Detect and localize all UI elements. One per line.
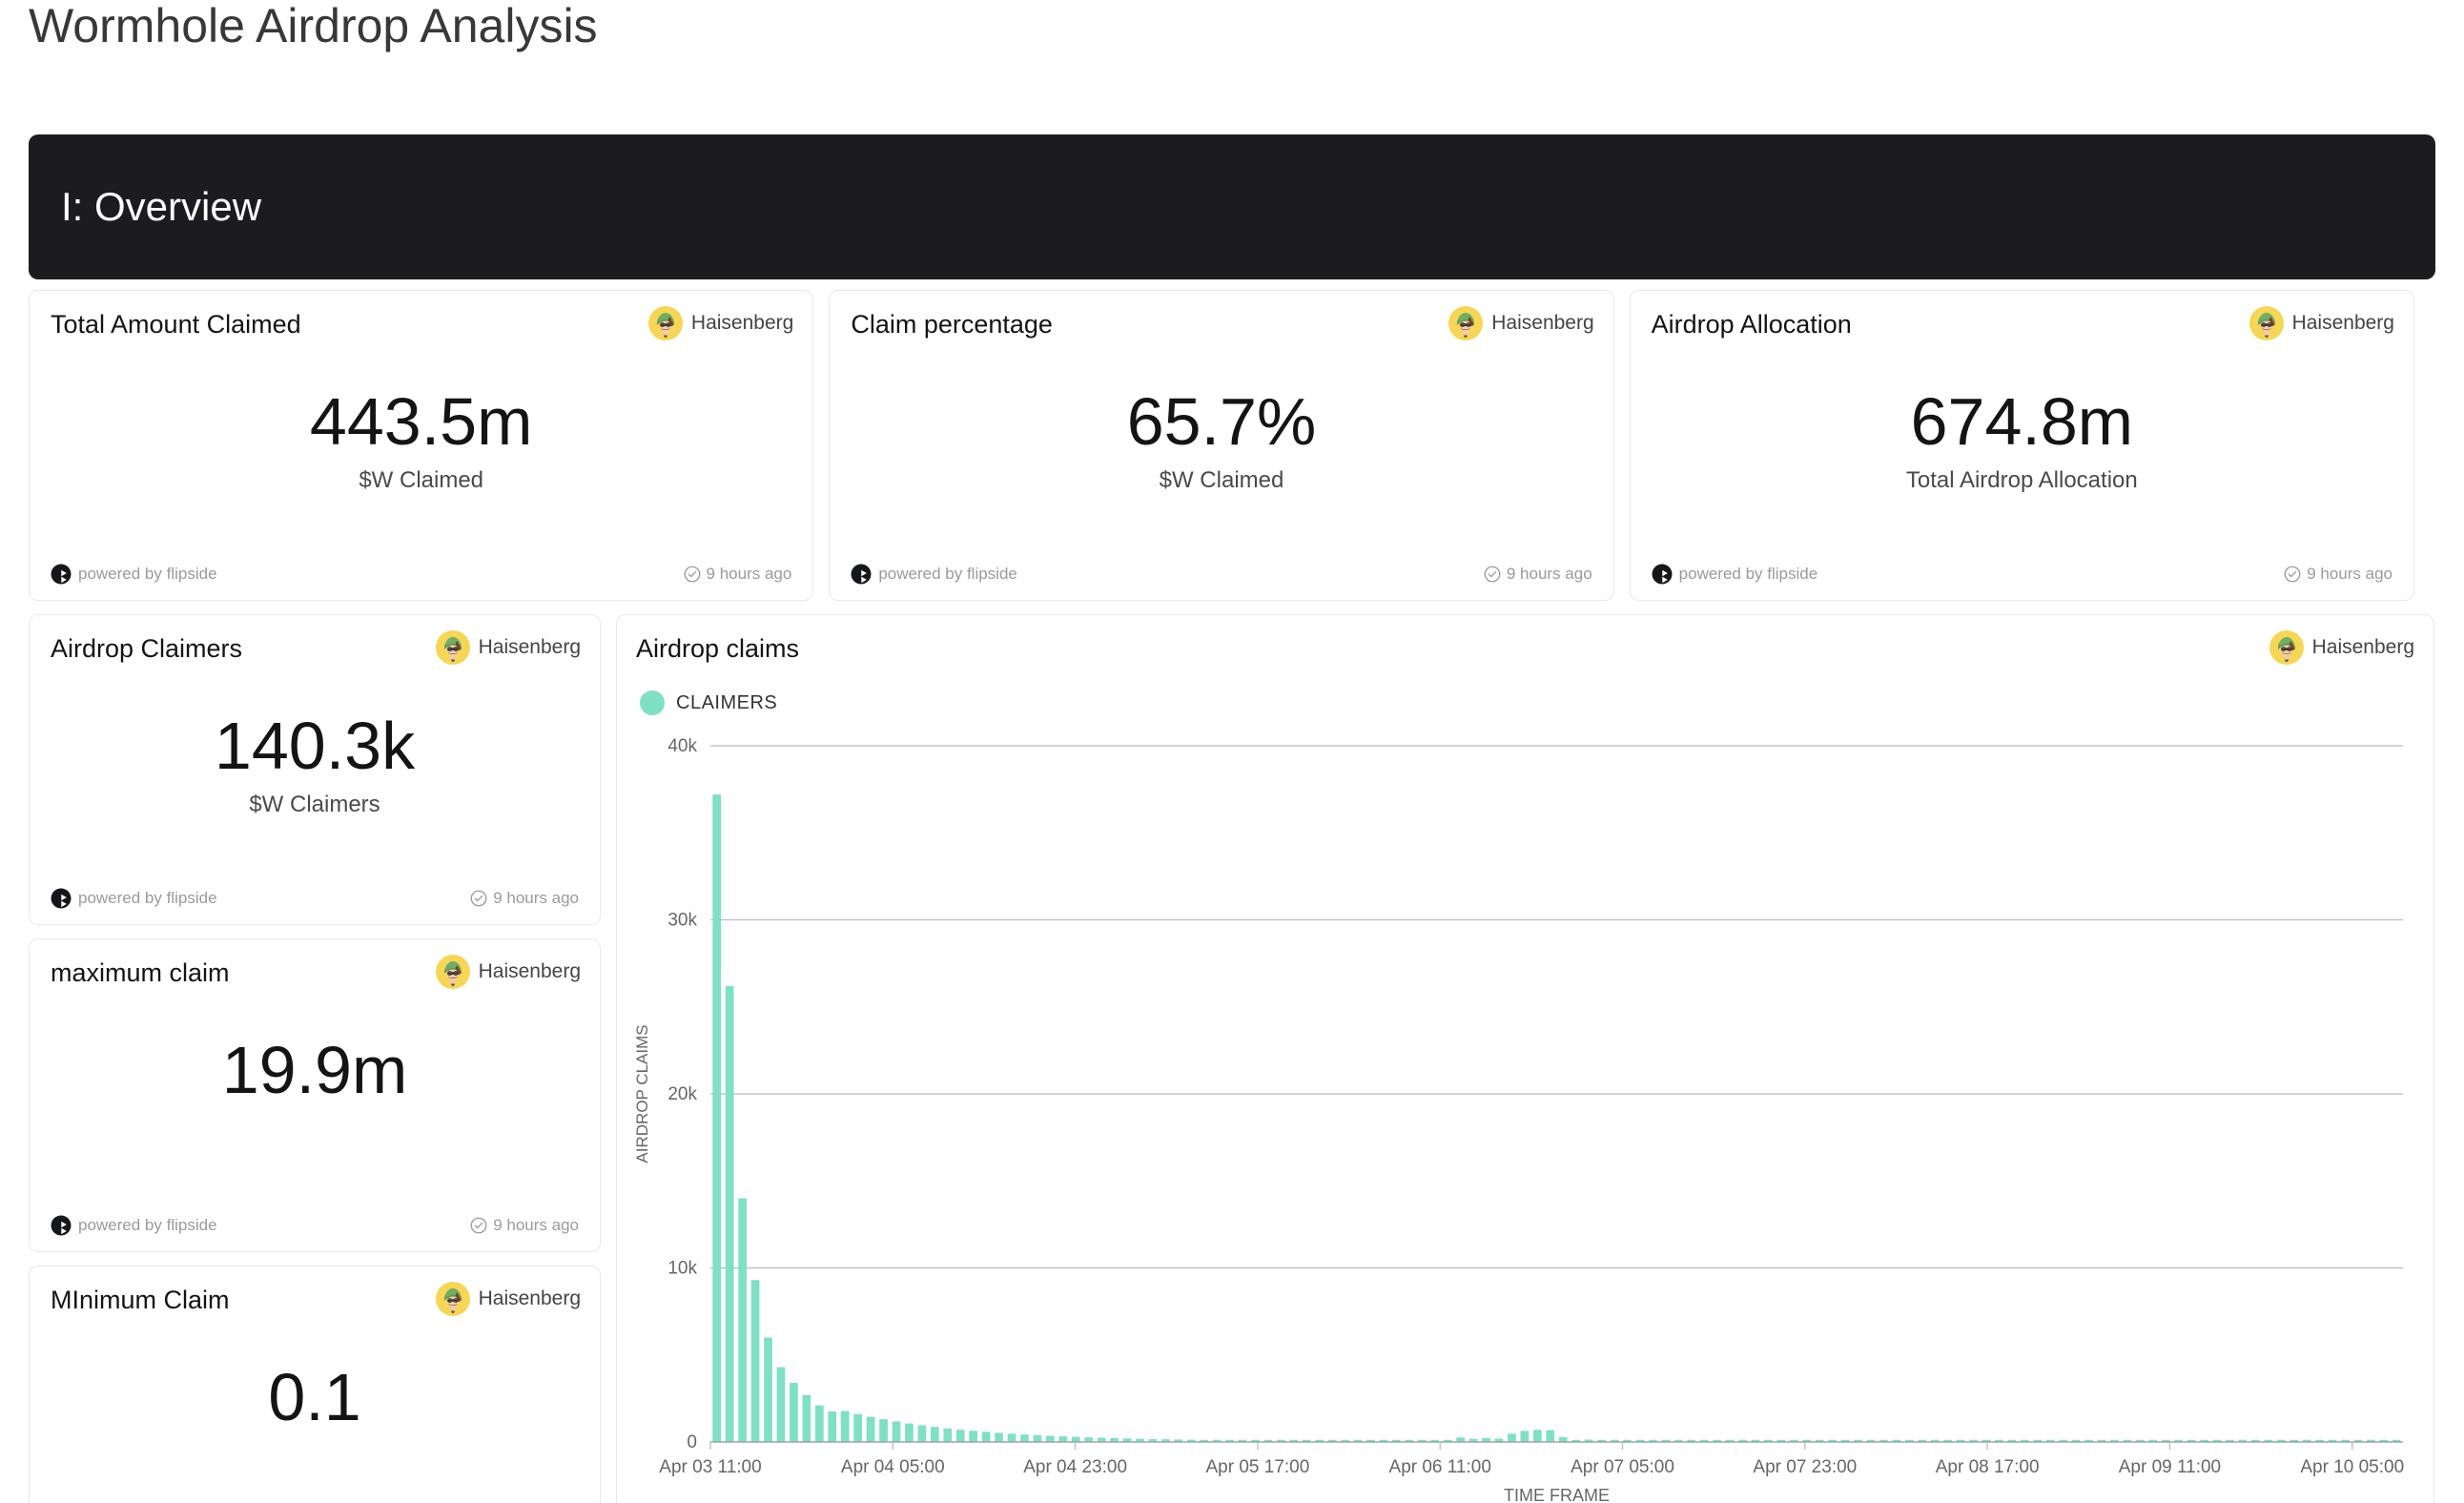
svg-text:Apr 09 11:00: Apr 09 11:00 bbox=[2119, 1457, 2221, 1477]
svg-text:Apr 04 05:00: Apr 04 05:00 bbox=[841, 1457, 945, 1477]
svg-text:AIRDROP CLAIMS: AIRDROP CLAIMS bbox=[636, 1024, 651, 1163]
svg-text:Apr 07 05:00: Apr 07 05:00 bbox=[1571, 1457, 1674, 1477]
svg-text:Apr 05 17:00: Apr 05 17:00 bbox=[1206, 1457, 1310, 1477]
svg-text:TIME FRAME: TIME FRAME bbox=[1504, 1486, 1610, 1503]
svg-text:10k: 10k bbox=[667, 1259, 697, 1279]
svg-text:Apr 10 05:00: Apr 10 05:00 bbox=[2300, 1457, 2404, 1477]
svg-text:Apr 08 17:00: Apr 08 17:00 bbox=[1936, 1457, 2040, 1477]
svg-text:20k: 20k bbox=[667, 1084, 697, 1104]
svg-text:30k: 30k bbox=[667, 911, 697, 931]
svg-text:Apr 07 23:00: Apr 07 23:00 bbox=[1753, 1457, 1857, 1477]
svg-text:Apr 06 11:00: Apr 06 11:00 bbox=[1389, 1457, 1491, 1477]
svg-text:Apr 03 11:00: Apr 03 11:00 bbox=[659, 1457, 761, 1477]
svg-text:0: 0 bbox=[687, 1432, 697, 1452]
svg-text:Apr 04 23:00: Apr 04 23:00 bbox=[1023, 1457, 1127, 1477]
svg-text:40k: 40k bbox=[667, 736, 697, 756]
